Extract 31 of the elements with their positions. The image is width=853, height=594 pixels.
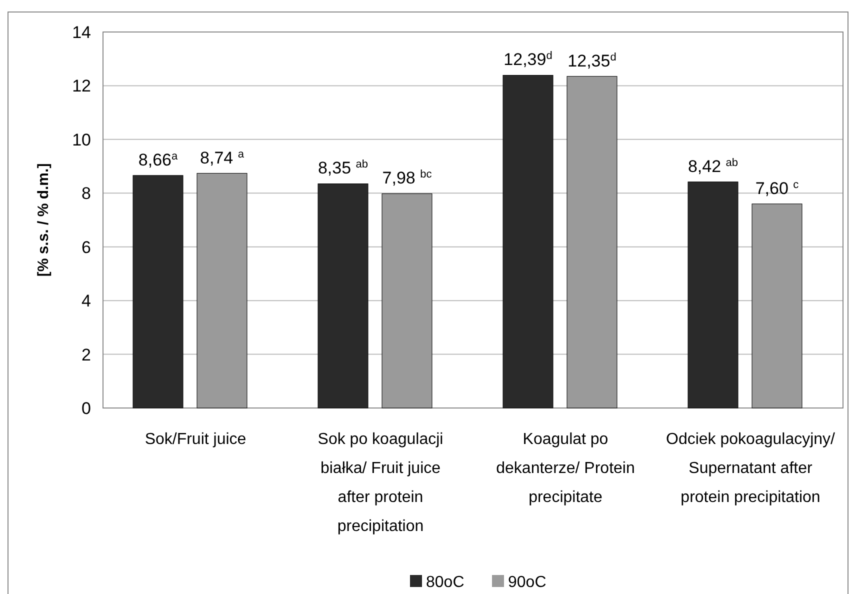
legend-label: 80oC	[426, 574, 464, 591]
data-label: 8,66$^{a}$	[138, 150, 178, 170]
bar	[688, 182, 738, 408]
data-label: 8,74 $^{a}$	[200, 148, 245, 168]
data-label: 12,35$^{d}$	[568, 51, 616, 70]
bar	[752, 204, 802, 408]
y-tick-label: 10	[72, 130, 91, 150]
data-label: 8,35 $^{ab}$	[318, 158, 368, 178]
y-tick-label: 6	[82, 238, 91, 257]
data-label: 12,39$^{d}$	[504, 50, 552, 70]
bar	[382, 193, 432, 408]
data-label: 8,42 $^{ab}$	[688, 156, 738, 176]
bar	[132, 175, 184, 408]
y-tick-label: 8	[82, 184, 91, 204]
data-label: 7,60 $^{c}$	[755, 178, 800, 198]
legend-label: 90oC	[508, 574, 546, 591]
y-tick-label: 0	[82, 399, 91, 418]
x-tick-label: Sok/Fruit juice	[144, 431, 246, 448]
data-label: 7,98 $^{bc}$	[382, 168, 432, 188]
y-tick-label: 4	[82, 292, 91, 311]
bar	[318, 183, 368, 408]
x-tick-label: Odciek pokoagulacyjny/ Supernatant after protein precipitation	[666, 431, 836, 506]
y-tick-label: 12	[72, 76, 91, 96]
y-tick-label: 2	[82, 345, 91, 364]
x-tick-label: Sok po koagulacji białka/ Fruit juice after protein precipitation	[318, 431, 444, 535]
x-tick-label: Koagulat po dekanterze/ Protein precipitate	[496, 431, 635, 506]
bar	[196, 173, 248, 408]
bar	[566, 76, 618, 408]
y-axis-title: [% s.s. / % d.m.]	[35, 163, 52, 277]
y-tick-label: 14	[72, 23, 91, 42]
bar	[502, 74, 554, 408]
